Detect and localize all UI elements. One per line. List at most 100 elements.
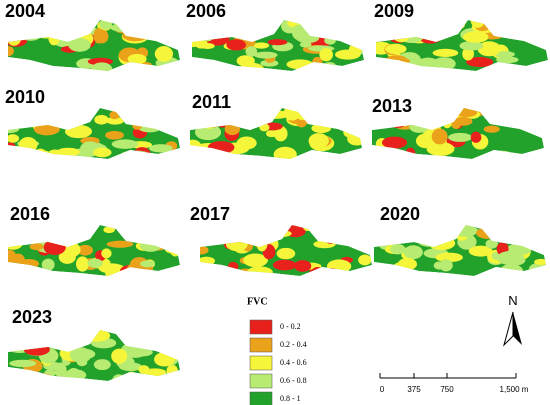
fvc-patch <box>253 42 270 49</box>
fvc-patch <box>531 108 544 123</box>
fvc-patch <box>405 115 432 127</box>
fvc-patch <box>227 261 239 272</box>
fvc-patch <box>520 110 542 124</box>
fvc-patch <box>233 21 261 35</box>
fvc-patch <box>35 150 53 159</box>
fvc-patch <box>110 23 133 32</box>
fvc-patch <box>384 55 409 70</box>
map-panel <box>8 330 180 381</box>
map-panel <box>190 108 362 159</box>
fvc-patch <box>236 136 257 150</box>
fvc-patch <box>512 108 534 122</box>
fvc-patch <box>163 337 178 347</box>
fvc-patch <box>35 31 60 39</box>
fvc-patch <box>387 29 406 37</box>
fvc-patch <box>82 330 111 342</box>
fvc-patch <box>434 115 451 124</box>
fvc-patch <box>431 128 448 145</box>
fvc-patch <box>384 43 407 55</box>
fvc-patch <box>162 225 173 235</box>
fvc-patch <box>93 147 112 158</box>
fvc-patch <box>295 108 312 121</box>
scale-bar: 0 375 750 1,500 m <box>379 373 529 394</box>
fvc-patch <box>448 132 473 142</box>
fvc-patch <box>8 109 23 124</box>
fvc-patch <box>381 136 408 149</box>
fvc-patch <box>43 239 66 256</box>
map-panel <box>376 20 548 71</box>
fvc-patch <box>306 113 330 120</box>
fvc-patch <box>132 348 153 357</box>
fvc-patch <box>99 20 113 30</box>
fvc-patch <box>374 266 387 276</box>
fvc-patch <box>139 239 162 252</box>
fvc-patch <box>8 225 30 234</box>
fvc-patch <box>165 246 180 255</box>
fvc-patch <box>308 133 329 149</box>
fvc-patch <box>286 59 314 70</box>
fvc-patch <box>403 245 423 260</box>
fvc-patch <box>145 25 157 32</box>
fvc-patch <box>324 36 336 45</box>
legend-swatch <box>249 355 273 371</box>
fvc-patch <box>168 108 180 117</box>
fvc-patch <box>492 111 521 125</box>
fvc-patch <box>518 230 535 241</box>
fvc-patch <box>534 258 546 266</box>
fvc-patch <box>356 228 372 238</box>
fvc-patch <box>417 27 443 44</box>
fvc-patch <box>106 240 134 248</box>
fvc-patch <box>468 245 493 257</box>
fvc-patch <box>10 62 31 71</box>
fvc-patch <box>239 26 263 38</box>
fvc-patch <box>307 268 324 276</box>
fvc-patch <box>200 256 216 266</box>
fvc-patch <box>310 267 326 276</box>
fvc-patch <box>253 51 278 59</box>
fvc-patch <box>351 118 362 127</box>
fvc-patch <box>335 49 361 60</box>
fvc-patch <box>8 148 21 159</box>
fvc-patch <box>502 109 519 120</box>
fvc-patch <box>123 20 141 28</box>
fvc-patch <box>355 225 372 241</box>
fvc-patch <box>276 247 296 260</box>
fvc-patch <box>161 349 180 361</box>
fvc-patch <box>105 264 118 276</box>
fvc-patch <box>93 27 104 44</box>
fvc-patch <box>524 26 548 33</box>
map-panel <box>8 20 180 71</box>
fvc-patch <box>315 22 341 35</box>
fvc-patch <box>455 108 478 118</box>
fvc-patch <box>11 58 32 69</box>
fvc-patch <box>485 239 498 249</box>
fvc-patch <box>261 226 272 241</box>
fvc-patch <box>208 227 223 239</box>
fvc-patch <box>163 23 180 36</box>
fvc-patch <box>484 154 505 159</box>
fvc-patch <box>236 55 255 67</box>
fvc-patch <box>495 64 522 71</box>
fvc-patch <box>93 359 111 371</box>
fvc-patch <box>42 23 71 34</box>
fvc-patch <box>33 108 60 118</box>
fvc-patch <box>313 117 340 126</box>
fvc-patch <box>256 236 268 252</box>
fvc-patch <box>244 29 259 36</box>
fvc-patch <box>122 29 149 42</box>
fvc-patch <box>58 250 76 264</box>
map-panel <box>200 225 372 276</box>
fvc-patch <box>109 111 120 120</box>
arrow-left <box>503 311 514 347</box>
fvc-patch <box>17 370 37 381</box>
fvc-patch <box>325 234 336 244</box>
legend-swatch <box>249 337 273 353</box>
fvc-patch <box>192 37 204 48</box>
fvc-patch <box>41 258 55 271</box>
fvc-patch <box>426 141 455 156</box>
fvc-patch <box>476 227 501 239</box>
fvc-patch <box>121 150 149 158</box>
fvc-patch <box>229 108 247 113</box>
fvc-patch <box>67 20 94 33</box>
fvc-patch <box>65 124 93 139</box>
